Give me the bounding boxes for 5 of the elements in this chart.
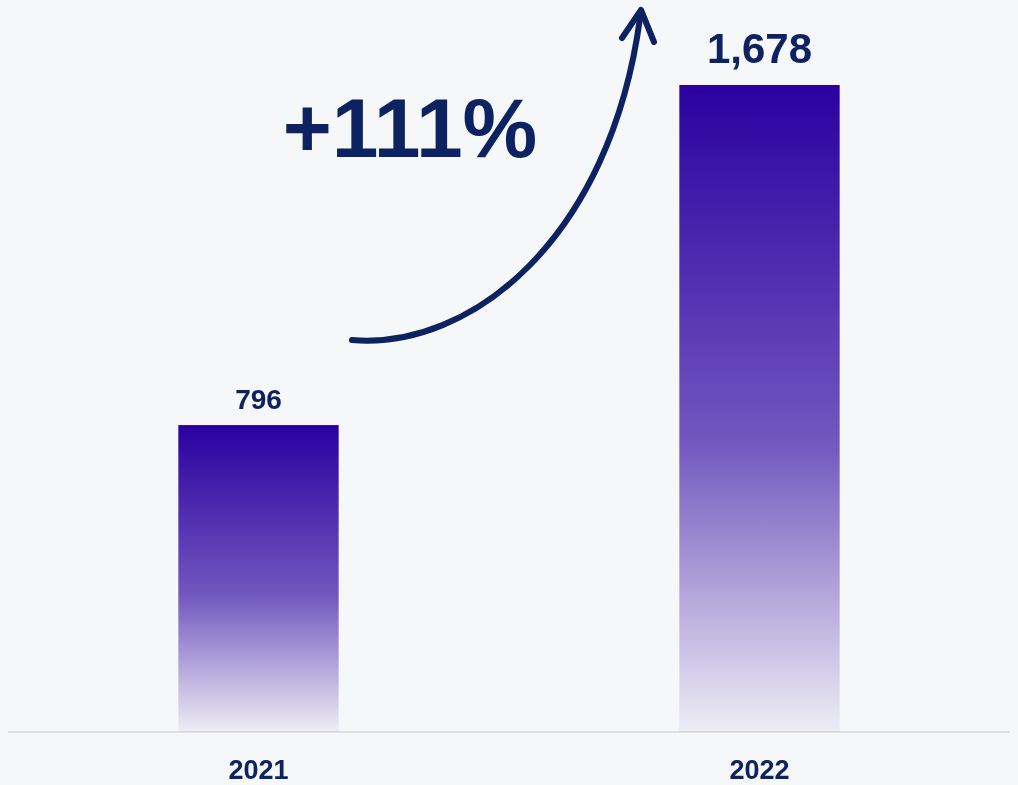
data-label: 1,678: [706, 25, 813, 72]
data-label: 796: [235, 384, 282, 416]
x-tick-label: 2021: [228, 755, 289, 785]
annotation: +111%: [282, 81, 538, 175]
x-tick-label: 2022: [729, 755, 790, 785]
